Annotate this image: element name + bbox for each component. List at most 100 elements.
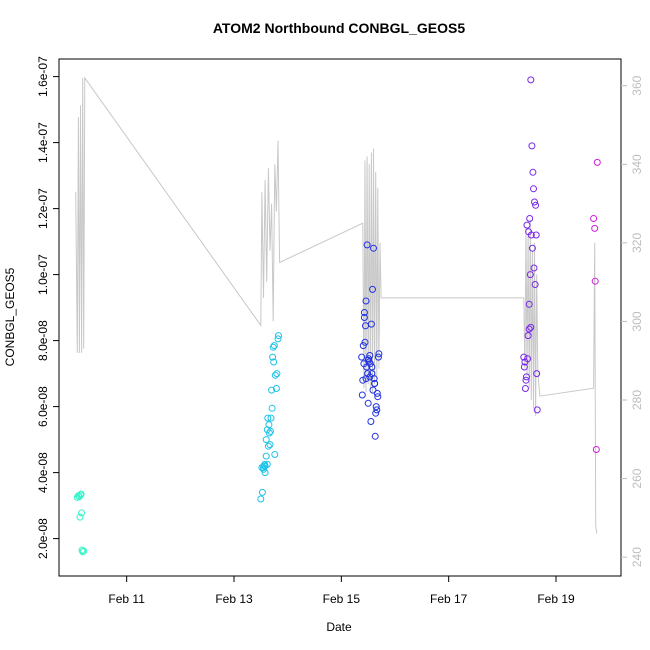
chart-title: ATOM2 Northbound CONBGL_GEOS5 — [213, 20, 465, 36]
data-point — [264, 414, 272, 422]
x-tick-label: Feb 17 — [430, 592, 468, 606]
data-point — [271, 371, 279, 379]
data-point — [258, 464, 266, 472]
data-point — [527, 76, 535, 84]
data-point — [270, 358, 278, 366]
x-tick-label: Feb 15 — [323, 592, 361, 606]
y-axis-label: CONBGL_GEOS5 — [3, 267, 17, 366]
data-point — [363, 241, 371, 249]
data-point — [274, 335, 282, 343]
data-point — [370, 244, 377, 252]
data-point — [367, 320, 375, 328]
data-point — [265, 429, 273, 437]
data-point — [78, 509, 86, 517]
trace-layer — [75, 76, 598, 534]
data-point — [262, 452, 270, 460]
data-point — [275, 332, 282, 340]
data-point — [590, 215, 598, 222]
data-point — [373, 389, 381, 397]
data-point — [533, 370, 541, 378]
y2-tick-label: 300 — [630, 311, 644, 331]
data-point — [374, 353, 382, 361]
data-point — [273, 370, 281, 378]
x-tick-label: Feb 13 — [215, 592, 253, 606]
x-tick-label: Feb 11 — [108, 592, 145, 606]
plot-area — [58, 58, 622, 577]
data-point — [523, 221, 531, 229]
data-point — [264, 442, 272, 450]
data-point — [521, 385, 529, 392]
y-tick-label: 1.6e-07 — [36, 56, 50, 97]
data-point — [368, 363, 376, 371]
data-point — [272, 385, 280, 392]
data-point — [366, 352, 374, 359]
data-point — [360, 314, 368, 321]
y-tick-label: 1.0e-07 — [36, 254, 50, 295]
data-point — [528, 142, 536, 150]
data-point — [525, 325, 533, 333]
data-point — [362, 375, 370, 383]
data-point — [369, 285, 376, 293]
data-point — [364, 399, 372, 407]
data-point — [77, 490, 85, 498]
y2-tick-label: 320 — [630, 233, 644, 253]
data-point — [591, 224, 599, 232]
data-point — [358, 391, 366, 399]
data-point — [528, 244, 536, 252]
y2-tick-label: 360 — [630, 75, 644, 95]
data-point — [365, 355, 373, 363]
x-axis: Feb 11 Feb 13 Feb 15 Feb 17 Feb 19 — [108, 576, 575, 606]
data-point — [531, 198, 538, 206]
data-point — [271, 451, 279, 458]
y-axis: 2.0e-08 4.0e-08 6.0e-08 8.0e-08 1.0e-07 1.2e-… — [36, 56, 59, 559]
y-tick-label: 4.0e-08 — [36, 452, 50, 493]
data-point — [371, 432, 379, 440]
data-point — [375, 350, 383, 358]
data-point — [593, 158, 601, 166]
data-point — [270, 342, 278, 350]
data-point — [532, 201, 540, 209]
data-point — [526, 271, 534, 279]
data-point — [529, 168, 537, 176]
data-point — [267, 427, 274, 435]
data-point — [371, 380, 379, 387]
data-point — [372, 403, 380, 411]
data-point — [266, 441, 274, 449]
x-tick-label: Feb 19 — [537, 592, 575, 606]
data-point — [373, 406, 381, 414]
data-point — [525, 300, 533, 308]
y-tick-label: 8.0e-08 — [36, 320, 50, 361]
data-point — [76, 513, 84, 521]
plot-frame — [58, 58, 622, 577]
data-point — [263, 460, 271, 468]
data-point — [527, 323, 535, 331]
data-point — [358, 353, 366, 361]
data-point — [268, 404, 276, 412]
data-point — [369, 386, 377, 394]
y-tick-label: 2.0e-08 — [36, 518, 50, 559]
data-point — [374, 393, 382, 401]
data-point — [524, 355, 532, 363]
data-point — [533, 406, 541, 414]
trace-line — [75, 76, 598, 534]
data-point — [269, 343, 277, 351]
y-tick-label: 1.2e-07 — [36, 188, 50, 229]
data-point — [530, 185, 537, 193]
data-point — [261, 469, 269, 477]
data-point — [364, 370, 372, 378]
data-point — [267, 414, 275, 422]
data-point — [531, 281, 539, 288]
x-axis-label: Date — [326, 620, 352, 634]
data-point — [269, 353, 277, 361]
data-point — [366, 360, 374, 368]
y2-tick-label: 240 — [630, 547, 644, 567]
y-tick-label: 1.4e-07 — [36, 122, 50, 163]
data-point — [362, 297, 370, 305]
data-point — [265, 421, 273, 429]
data-point — [370, 375, 378, 383]
data-point — [532, 231, 540, 239]
y-tick-label: 6.0e-08 — [36, 386, 50, 427]
y2-axis: 240 260 280 300 320 340 360 — [621, 75, 644, 567]
data-point — [522, 376, 530, 384]
